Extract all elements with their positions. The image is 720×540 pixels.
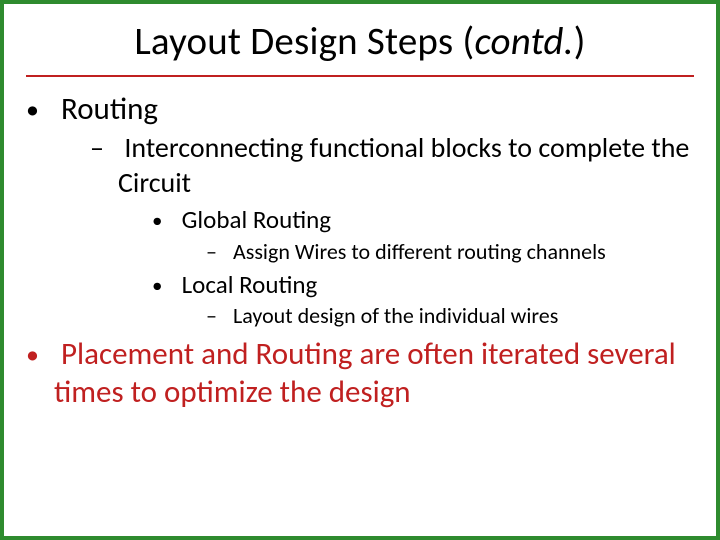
bullet-routing-label: Routing — [61, 90, 158, 128]
bullet-local-routing: Local Routing Layout design of the indiv… — [152, 269, 694, 330]
bullet-placement-routing: Placement and Routing are often iterated… — [26, 336, 694, 412]
bullet-layout-wires-label: Layout design of the individual wires — [233, 302, 558, 329]
bullet-placement-routing-label: Placement and Routing are often iterated… — [54, 335, 676, 411]
bullet-list-lvl3: Global Routing Assign Wires to different… — [118, 204, 694, 330]
slide-title: Layout Design Steps (contd.) — [26, 14, 694, 77]
bullet-local-routing-label: Local Routing — [182, 269, 318, 300]
bullet-list-lvl1: Routing Interconnecting functional block… — [26, 91, 694, 411]
bullet-routing: Routing Interconnecting functional block… — [26, 91, 694, 330]
bullet-interconnecting: Interconnecting functional blocks to com… — [90, 131, 694, 330]
bullet-global-routing-label: Global Routing — [182, 204, 331, 235]
bullet-interconnecting-label: Interconnecting functional blocks to com… — [118, 130, 689, 200]
bullet-assign-wires: Assign Wires to different routing channe… — [206, 238, 694, 266]
bullet-list-lvl4-b: Layout design of the individual wires — [176, 302, 694, 330]
slide-frame: Layout Design Steps (contd.) Routing Int… — [0, 0, 720, 540]
title-prefix: Layout Design Steps ( — [134, 18, 474, 65]
title-italic: contd. — [474, 18, 573, 65]
bullet-list-lvl4-a: Assign Wires to different routing channe… — [176, 238, 694, 266]
title-suffix: ) — [574, 18, 586, 65]
bullet-list-lvl2: Interconnecting functional blocks to com… — [54, 131, 694, 330]
bullet-assign-wires-label: Assign Wires to different routing channe… — [233, 238, 606, 265]
bullet-global-routing: Global Routing Assign Wires to different… — [152, 204, 694, 265]
bullet-layout-wires: Layout design of the individual wires — [206, 302, 694, 330]
